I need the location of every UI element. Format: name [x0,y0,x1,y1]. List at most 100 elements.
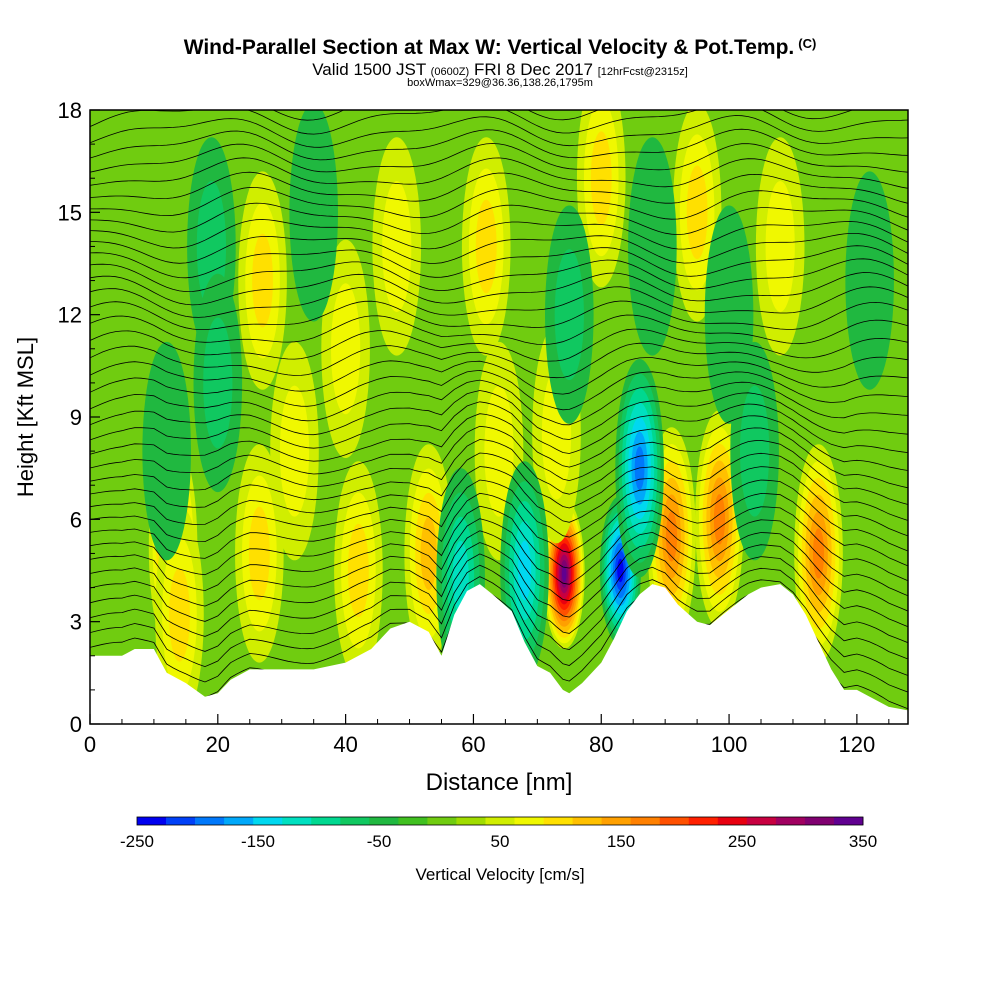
colorbar-swatch [369,817,399,825]
colorbar-swatch [834,817,864,825]
colorbar-swatch [456,817,486,825]
isentrope-line [90,505,908,582]
isentrope-line [90,328,908,362]
isentrope-line [90,553,908,644]
velocity-cell [289,110,338,322]
velocity-cell [845,171,894,390]
isentropes [90,44,908,724]
colorbar-label: Vertical Velocity [cm/s] [415,865,584,884]
y-tick-label: 3 [70,610,82,635]
y-tick-label: 18 [58,98,82,123]
x-tick-label: 20 [206,732,230,757]
isentrope-line [90,272,908,306]
forecast-info: [12hrFcst@2315z] [597,66,688,78]
isentrope-line [90,186,908,220]
velocity-cell [544,205,594,424]
velocity-band [713,494,726,545]
isentrope-line [90,357,908,395]
isentrope-line [90,479,908,552]
colorbar: -250 -150 -50 50 150 250 350 [120,816,877,851]
velocity-cell [755,137,805,356]
colorbar-swatch [601,817,631,825]
x-tick-label: 120 [839,732,876,757]
copyright-mark: (C) [798,36,817,51]
velocity-band [554,249,584,381]
isentrope-line [90,300,908,330]
velocity-band [289,110,338,322]
isentrope-line [90,286,908,318]
isentrope-line [90,314,908,345]
colorbar-swatch [775,817,806,825]
colorbar-tick-label: 50 [491,832,510,851]
velocity-cell [461,137,511,356]
y-tick-label: 0 [70,712,82,737]
velocity-band [845,171,894,390]
isentrope-line [90,401,908,454]
x-axis: 0 20 40 60 80 100 120 [84,714,890,757]
valid-date: FRI 8 Dec 2017 [473,60,593,79]
velocity-cell [238,171,287,390]
velocity-band [203,317,233,449]
velocity-band [617,558,624,583]
colorbar-swatch [485,817,515,825]
valid-utc: (0600Z) [430,66,470,78]
velocity-band [348,523,369,618]
isentrope-line [90,202,908,236]
terrain [90,584,908,724]
colorbar-swatch [688,817,719,825]
velocity-cell [270,341,319,561]
plot-area [90,44,908,724]
isentrope-line [90,369,908,411]
isentrope-line [90,564,908,660]
chart-subtitle: Valid 1500 JST (0600Z) FRI 8 Dec 2017 [1… [312,60,688,79]
isentrope-line [90,390,908,440]
velocity-band [561,565,567,583]
box-info: boxWmax=329@36.36,138.26,1795m [407,77,593,89]
isentrope-line [90,342,908,379]
x-tick-label: 80 [589,732,613,757]
isentrope-line [90,128,908,161]
colorbar-swatch [572,817,602,825]
velocity-cells [142,110,894,724]
velocity-band [665,511,678,562]
velocity-band [517,540,532,601]
colorbar-tick-label: 350 [849,832,877,851]
colorbar-swatch [340,817,370,825]
x-tick-label: 40 [333,732,357,757]
isentrope-line [90,452,908,521]
isentrope-line [90,157,908,189]
velocity-band [331,283,361,415]
colorbar-swatch [659,817,690,825]
colorbar-tick-label: -250 [120,832,154,851]
chart-title: Wind-Parallel Section at Max W: Vertical… [183,36,817,59]
velocity-band [420,517,437,590]
y-tick-label: 15 [58,200,82,225]
x-axis-label: Distance [nm] [426,769,573,796]
isentrope-line [90,530,908,612]
velocity-band [686,165,708,260]
velocity-band [484,385,514,517]
isentrope-line [90,143,908,173]
colorbar-swatch [166,817,196,825]
velocity-band [248,506,270,601]
isentrope-line [90,466,908,537]
colorbar-tick-label: -150 [241,832,275,851]
colorbar-swatch [282,817,312,825]
colorbar-swatch [253,817,283,825]
y-tick-label: 12 [58,303,82,328]
isentrope-line [90,518,908,597]
isentrope-line [90,44,908,77]
isentrope-line [90,413,908,471]
velocity-band [740,385,770,517]
velocity-cell [142,341,191,561]
colorbar-swatch [630,817,661,825]
velocity-band [628,137,677,356]
colorbar-swatch [137,817,167,825]
velocity-band [279,385,310,517]
colorbar-swatch [195,817,225,825]
velocity-cell [628,137,677,356]
colorbar-swatch [804,817,835,825]
isentrope-line [90,219,908,250]
isentrope-line [90,379,908,426]
